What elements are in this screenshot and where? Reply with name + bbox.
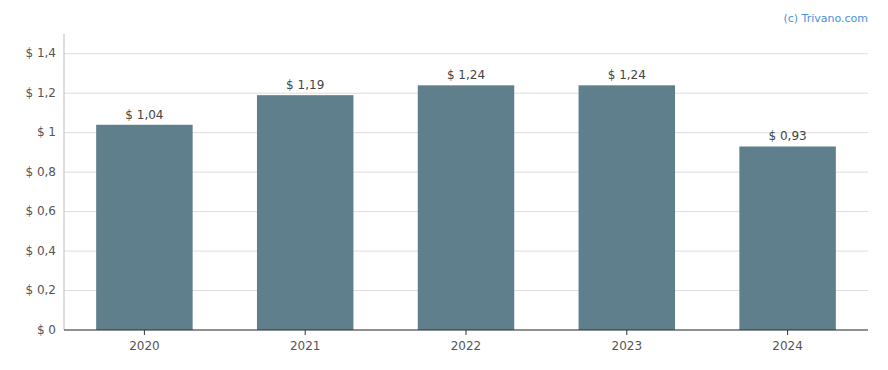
x-tick <box>787 330 788 335</box>
y-tick-label: $ 0,4 <box>25 244 56 258</box>
x-tick <box>466 330 467 335</box>
bar <box>418 85 514 330</box>
x-axis: 2020 2021 2022 2023 2024 <box>64 330 868 353</box>
data-label: $ 1,24 <box>447 68 485 82</box>
watermark: (c) Trivano.com <box>783 12 868 25</box>
y-tick-label: $ 0,8 <box>25 165 56 179</box>
x-tick-label: 2024 <box>772 339 803 353</box>
x-tick <box>144 330 145 335</box>
bar <box>96 125 192 330</box>
y-tick-label: $ 0,2 <box>25 283 56 297</box>
y-tick-label: $ 1 <box>37 125 56 139</box>
y-tick-label: $ 1,4 <box>25 46 56 60</box>
data-label: $ 1,04 <box>125 108 163 122</box>
bar <box>579 85 675 330</box>
chart-svg: $ 0 $ 0,2 $ 0,4 $ 0,6 $ 0,8 $ 1 $ 1,2 $ 1,4 $ 1,… <box>0 0 888 370</box>
bars <box>96 85 836 330</box>
x-tick-label: 2023 <box>612 339 643 353</box>
y-axis-line <box>64 34 65 330</box>
y-tick-label: $ 0 <box>37 323 56 337</box>
grid-line <box>64 53 868 54</box>
grid <box>64 54 868 330</box>
data-label: $ 1,24 <box>608 68 646 82</box>
bar <box>257 95 353 330</box>
y-axis: $ 0 $ 0,2 $ 0,4 $ 0,6 $ 0,8 $ 1 $ 1,2 $ 1,4 <box>25 34 64 337</box>
y-tick-label: $ 1,2 <box>25 86 56 100</box>
x-tick <box>305 330 306 335</box>
data-labels: $ 1,04 $ 1,19 $ 1,24 $ 1,24 $ 0,93 <box>125 68 806 143</box>
x-tick <box>626 330 627 335</box>
data-label: $ 1,19 <box>286 78 324 92</box>
x-tick-label: 2022 <box>451 339 482 353</box>
x-tick-label: 2021 <box>290 339 321 353</box>
data-label: $ 0,93 <box>769 129 807 143</box>
bar <box>739 146 835 330</box>
y-tick-label: $ 0,6 <box>25 204 56 218</box>
chart-container: $ 0 $ 0,2 $ 0,4 $ 0,6 $ 0,8 $ 1 $ 1,2 $ 1,4 $ 1,… <box>0 0 888 370</box>
x-tick-label: 2020 <box>129 339 160 353</box>
